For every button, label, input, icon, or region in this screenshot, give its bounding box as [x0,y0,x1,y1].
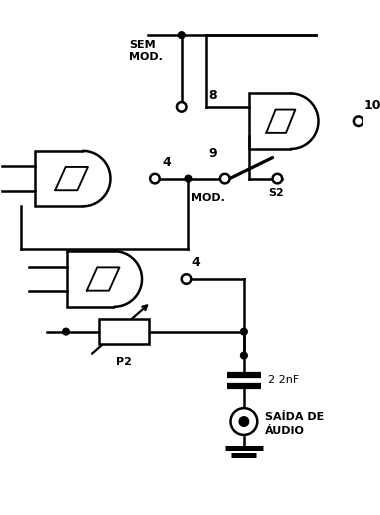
Text: SAÍDA DE: SAÍDA DE [265,412,324,422]
Text: SEM
MOD.: SEM MOD. [129,40,163,61]
Text: 10: 10 [363,99,380,112]
Text: S2: S2 [268,188,283,198]
Circle shape [177,102,187,112]
Circle shape [178,32,185,39]
Circle shape [231,408,257,435]
Circle shape [185,175,192,182]
Circle shape [272,174,282,183]
Circle shape [220,174,230,183]
Circle shape [241,328,247,335]
Circle shape [150,174,160,183]
Text: 8: 8 [209,89,217,102]
Circle shape [182,274,191,284]
Text: MOD.: MOD. [191,193,225,203]
Circle shape [241,352,247,359]
Circle shape [239,417,249,426]
Text: P2: P2 [116,357,132,367]
Text: 4: 4 [163,156,171,169]
Text: ÁUDIO: ÁUDIO [265,426,305,436]
Bar [100,319,149,344]
Circle shape [354,116,363,126]
Text: 9: 9 [209,147,217,160]
Circle shape [63,328,69,335]
Text: 2 2nF: 2 2nF [268,375,299,385]
Text: 4: 4 [191,256,200,269]
